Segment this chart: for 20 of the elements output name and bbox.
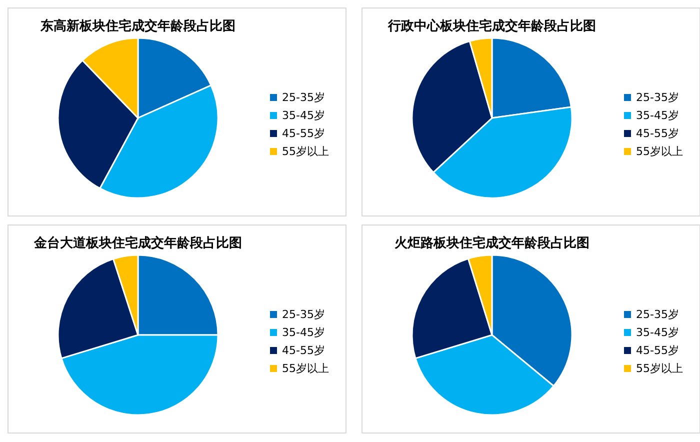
legend-label: 35-45岁 <box>636 109 679 122</box>
legend-label: 25-35岁 <box>636 308 679 321</box>
legend-label: 45-55岁 <box>636 127 679 140</box>
legend-label: 55岁以上 <box>282 362 329 375</box>
chart-title: 金台大道板块住宅成交年龄段占比图 <box>33 235 242 251</box>
legend-label: 25-35岁 <box>282 308 325 321</box>
legend-label: 35-45岁 <box>282 109 325 122</box>
legend-label: 55岁以上 <box>636 145 683 158</box>
legend-label: 55岁以上 <box>636 362 683 375</box>
legend-label: 25-35岁 <box>636 91 679 104</box>
chart-title: 东高新板块住宅成交年龄段占比图 <box>40 18 236 34</box>
legend-label: 25-35岁 <box>282 91 325 104</box>
legend-label: 45-55岁 <box>282 344 325 357</box>
chart-title: 行政中心板块住宅成交年龄段占比图 <box>387 18 596 34</box>
chart-title: 火炬路板块住宅成交年龄段占比图 <box>394 235 590 251</box>
legend-label: 35-45岁 <box>282 326 325 339</box>
legend-label: 55岁以上 <box>282 145 329 158</box>
legend-label: 45-55岁 <box>282 127 325 140</box>
legend-label: 45-55岁 <box>636 344 679 357</box>
legend-label: 35-45岁 <box>636 326 679 339</box>
